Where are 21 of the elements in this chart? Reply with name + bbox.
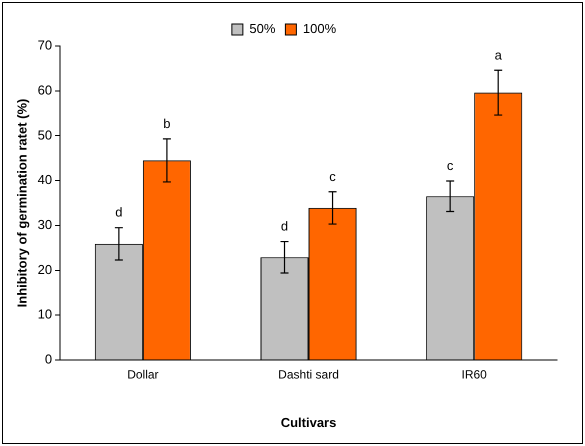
legend-label: 100% <box>302 21 337 36</box>
y-tick-label: 70 <box>38 38 52 53</box>
annotation: d <box>280 218 288 234</box>
annotation: c <box>446 158 454 174</box>
y-tick-label: 10 <box>38 306 52 322</box>
y-tick-label: 60 <box>38 82 52 98</box>
y-axis-title: Inhibitory of germination ratet (%) <box>14 98 30 308</box>
annotation: b <box>163 116 171 131</box>
y-tick-label: 30 <box>38 217 52 232</box>
x-tick-label: Dashti sard <box>278 368 339 382</box>
annotation: a <box>494 47 503 62</box>
annotation: d <box>115 204 122 220</box>
x-tick-label: Dollar <box>127 368 159 382</box>
annotation: c <box>329 168 336 184</box>
y-tick-label: 50 <box>38 127 52 142</box>
legend-label: 50% <box>249 21 276 36</box>
y-tick-label: 20 <box>38 262 52 277</box>
x-axis-title: Cultivars <box>280 414 336 430</box>
y-tick-label: 40 <box>38 172 52 188</box>
y-tick-label: 0 <box>44 352 52 367</box>
x-tick-label: IR60 <box>461 368 488 382</box>
